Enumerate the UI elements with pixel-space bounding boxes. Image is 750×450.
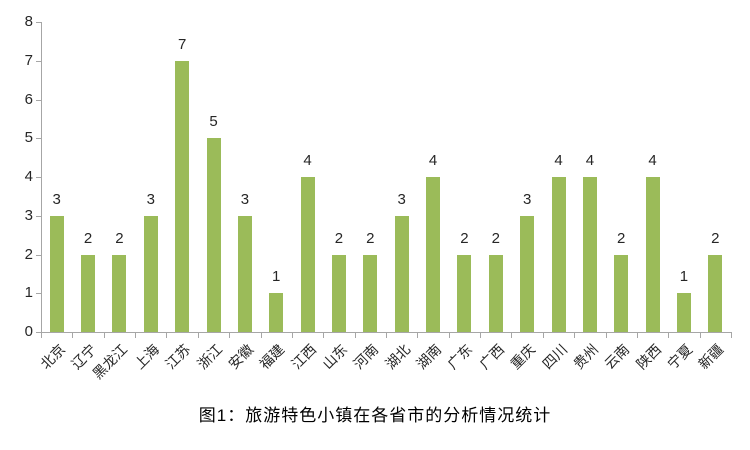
y-axis-tick-label: 0 — [24, 323, 33, 340]
y-axis-tick-label: 5 — [24, 129, 33, 147]
y-axis-tick — [36, 60, 41, 62]
bar-value-label: 3 — [240, 190, 250, 208]
bar — [676, 293, 691, 332]
x-axis-tick — [291, 333, 293, 338]
bar-value-label: 2 — [460, 229, 469, 247]
bar-value-label: 5 — [209, 113, 218, 131]
x-axis-tick — [668, 333, 670, 338]
x-axis-tick — [197, 333, 199, 338]
bar — [112, 254, 127, 332]
x-axis-tick — [574, 333, 576, 338]
bar — [331, 254, 346, 332]
bar-value-label: 2 — [334, 229, 344, 247]
x-axis-tick — [480, 333, 482, 338]
bar-value-label: 2 — [83, 229, 93, 247]
y-axis-tick — [36, 99, 41, 101]
x-axis-line — [41, 332, 732, 333]
y-axis-line — [41, 22, 42, 333]
bar — [300, 177, 315, 332]
x-axis-tick — [448, 333, 450, 338]
bar-value-label: 2 — [711, 229, 720, 247]
y-axis-tick — [36, 22, 41, 23]
y-axis-tick-label: 7 — [24, 51, 33, 69]
x-axis-tick — [103, 333, 105, 338]
bar-value-label: 2 — [366, 229, 375, 247]
bar-value-label: 2 — [491, 229, 500, 247]
bar — [645, 177, 660, 332]
y-axis-tick-label: 8 — [24, 13, 33, 30]
bar-value-label: 3 — [397, 190, 406, 208]
y-axis-tick-label: 6 — [24, 90, 33, 108]
bar — [81, 254, 96, 332]
bar-value-label: 3 — [52, 190, 61, 208]
bar-value-label: 3 — [146, 190, 155, 208]
x-axis-tick — [323, 333, 325, 338]
x-axis-tick — [135, 333, 137, 338]
y-axis-tick-label: 2 — [24, 245, 33, 263]
x-axis-tick — [636, 333, 638, 338]
bar — [269, 293, 284, 332]
bar — [206, 138, 221, 332]
bar-value-label: 3 — [522, 190, 532, 208]
bar — [237, 215, 252, 332]
bar-value-label: 1 — [272, 268, 281, 286]
x-axis-tick — [417, 333, 419, 338]
bar-value-label: 7 — [177, 35, 187, 53]
x-axis-tick — [72, 333, 74, 338]
bar — [551, 177, 566, 332]
bar — [363, 254, 378, 332]
y-axis-tick — [36, 254, 41, 256]
y-axis-tick — [36, 293, 41, 295]
bar — [143, 215, 158, 332]
bar — [582, 177, 597, 332]
bar — [49, 215, 64, 332]
x-axis-tick — [386, 333, 387, 338]
chart-caption: 图1：旅游特色小镇在各省市的分析情况统计 — [198, 406, 552, 425]
x-axis-tick — [605, 333, 607, 338]
x-axis-tick — [699, 333, 701, 338]
bar-value-label: 2 — [115, 229, 124, 247]
x-axis-tick — [229, 333, 231, 338]
bar — [457, 254, 472, 332]
x-axis-tick — [166, 333, 168, 338]
bar-value-label: 4 — [554, 152, 563, 169]
y-axis-tick-label: 4 — [24, 168, 33, 185]
x-axis-tick — [731, 333, 732, 338]
bar-value-label: 4 — [428, 152, 438, 169]
y-axis-tick — [36, 332, 41, 333]
bar — [614, 254, 629, 332]
bar-value-label: 4 — [585, 152, 595, 169]
bar — [488, 254, 503, 332]
x-axis-tick — [354, 333, 356, 338]
bar — [426, 177, 441, 332]
bar — [708, 254, 723, 332]
bar — [175, 60, 190, 332]
bar-value-label: 2 — [617, 229, 626, 247]
y-axis-tick — [36, 138, 41, 140]
x-axis-tick — [511, 333, 513, 338]
y-axis-tick-label: 3 — [24, 206, 33, 224]
bar-value-label: 4 — [303, 152, 312, 169]
bar-value-label: 1 — [679, 268, 689, 286]
bar — [394, 215, 409, 332]
x-axis-tick — [542, 333, 544, 338]
y-axis-tick — [36, 215, 41, 217]
bar-value-label: 4 — [648, 152, 657, 169]
x-axis-tick — [260, 333, 262, 338]
y-axis-tick-label: 1 — [24, 284, 33, 302]
y-axis-tick — [36, 177, 41, 178]
plot-area: 0 1 2 3 4 5 6 7 8 3 北京 2 辽宁 2 黑龙江 3 上海 7 江苏 5 浙江 3 安徽 1 福建 4 江西 2 山东… — [24, 13, 732, 382]
bar — [520, 215, 535, 332]
x-axis-tick — [41, 333, 42, 338]
